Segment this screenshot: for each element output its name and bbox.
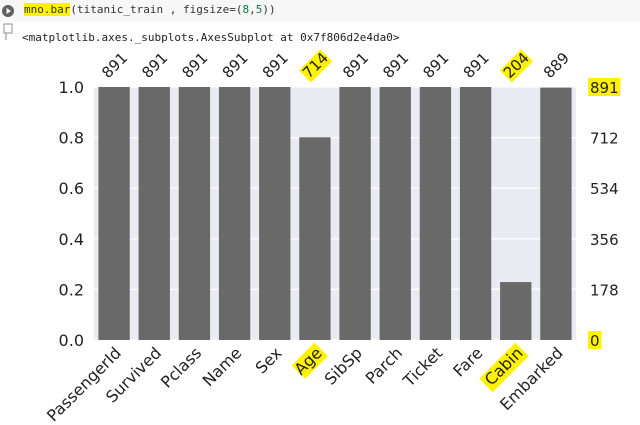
right-tick-highlight bbox=[588, 78, 621, 96]
count-label: 891 bbox=[98, 49, 131, 82]
count-label: 891 bbox=[339, 49, 372, 82]
right-axis-ticks: 0 178 356 534 712 891 bbox=[588, 78, 621, 350]
count-label-group: 891 bbox=[138, 49, 171, 82]
bar-passengerid bbox=[98, 87, 130, 340]
count-label: 714 bbox=[299, 49, 332, 82]
left-tick-label: 1.0 bbox=[59, 78, 84, 97]
count-label-group: 891 bbox=[379, 49, 412, 82]
x-label-group: Ticket bbox=[399, 343, 447, 391]
left-tick-label: 0.8 bbox=[59, 129, 84, 148]
x-label-group: Parch bbox=[362, 343, 406, 387]
code-figsize-height: 5 bbox=[255, 3, 263, 16]
play-icon bbox=[6, 8, 11, 14]
x-label-group: Name bbox=[199, 343, 246, 390]
count-label: 891 bbox=[259, 49, 292, 82]
bar-age bbox=[299, 137, 331, 340]
code-input[interactable]: mno.bar(titanic_train , figsize=(8,5)) bbox=[24, 3, 276, 16]
bar-sex bbox=[259, 87, 291, 340]
x-tick-label: Sex bbox=[252, 343, 286, 377]
run-cell-button[interactable] bbox=[2, 5, 14, 17]
bar-pclass bbox=[178, 87, 211, 340]
left-tick-label: 0.6 bbox=[59, 179, 84, 198]
bar-embarked bbox=[540, 87, 572, 340]
code-function: mno.bar bbox=[24, 3, 71, 16]
right-tick-label: 712 bbox=[590, 130, 619, 148]
right-tick-highlight bbox=[588, 331, 602, 349]
bars bbox=[98, 87, 572, 340]
count-label: 891 bbox=[138, 49, 171, 82]
left-axis-ticks: 0.0 0.2 0.4 0.6 0.8 1.0 bbox=[59, 78, 84, 350]
count-label: 891 bbox=[460, 49, 493, 82]
count-label: 204 bbox=[500, 49, 533, 82]
gridlines bbox=[94, 86, 576, 341]
code-cell[interactable]: mno.bar(titanic_train , figsize=(8,5)) bbox=[0, 0, 640, 22]
plot-background bbox=[94, 87, 576, 340]
right-tick-label: 178 bbox=[590, 281, 619, 299]
x-label-highlight bbox=[291, 342, 328, 379]
left-tick-label: 0.4 bbox=[59, 230, 84, 249]
right-tick-label: 534 bbox=[590, 180, 619, 198]
count-label-group: 891 bbox=[339, 49, 372, 82]
bar-cabin bbox=[500, 282, 532, 340]
bar-name bbox=[218, 87, 251, 340]
right-tick-label: 0 bbox=[590, 332, 600, 350]
count-label: 891 bbox=[420, 49, 453, 82]
count-highlight bbox=[299, 49, 333, 83]
count-label-group: 889 bbox=[540, 49, 573, 82]
x-label-group: SibSp bbox=[321, 343, 366, 388]
output-bracket-icon bbox=[3, 23, 13, 40]
count-label-group: 714 bbox=[299, 49, 333, 83]
count-label: 889 bbox=[540, 49, 573, 82]
count-label: 891 bbox=[379, 49, 412, 82]
count-label: 891 bbox=[219, 49, 252, 82]
count-label-group: 204 bbox=[499, 49, 534, 83]
count-label: 891 bbox=[179, 49, 212, 82]
top-count-labels: 891 891 891 891 891 714 891 891 891 891 204 889 bbox=[98, 49, 573, 83]
left-tick-label: 0.0 bbox=[59, 331, 84, 350]
bar-ticket bbox=[419, 87, 452, 340]
count-label-group: 891 bbox=[179, 49, 212, 82]
code-close: )) bbox=[262, 3, 276, 16]
count-highlight bbox=[499, 49, 534, 83]
x-tick-label: Parch bbox=[362, 343, 406, 387]
count-label-group: 891 bbox=[259, 49, 292, 82]
left-tick-label: 0.2 bbox=[59, 280, 84, 299]
count-label-group: 891 bbox=[460, 49, 493, 82]
x-label-group: Sex bbox=[252, 343, 286, 377]
x-label-group: Pclass bbox=[157, 343, 205, 391]
bar-parch bbox=[379, 87, 411, 340]
bar-survived bbox=[138, 87, 170, 340]
count-label-group: 891 bbox=[420, 49, 453, 82]
x-tick-label: Name bbox=[199, 343, 246, 390]
right-tick-label: 356 bbox=[590, 231, 619, 249]
x-tick-label: Pclass bbox=[157, 343, 205, 391]
x-tick-label: SibSp bbox=[321, 343, 366, 388]
x-label-highlight bbox=[479, 342, 529, 393]
x-tick-label: Ticket bbox=[399, 343, 447, 391]
bar-sibsp bbox=[339, 87, 371, 340]
code-figsize-width: 8 bbox=[242, 3, 250, 16]
count-label-group: 891 bbox=[98, 49, 131, 82]
cell-output-text: <matplotlib.axes._subplots.AxesSubplot a… bbox=[22, 31, 400, 44]
bar-fare bbox=[459, 87, 492, 340]
right-tick-label: 891 bbox=[590, 79, 619, 97]
code-comma: , bbox=[249, 3, 256, 16]
count-label-group: 891 bbox=[219, 49, 252, 82]
x-tick-label: Age bbox=[290, 343, 325, 378]
code-args: (titanic_train , figsize=( bbox=[70, 3, 243, 16]
